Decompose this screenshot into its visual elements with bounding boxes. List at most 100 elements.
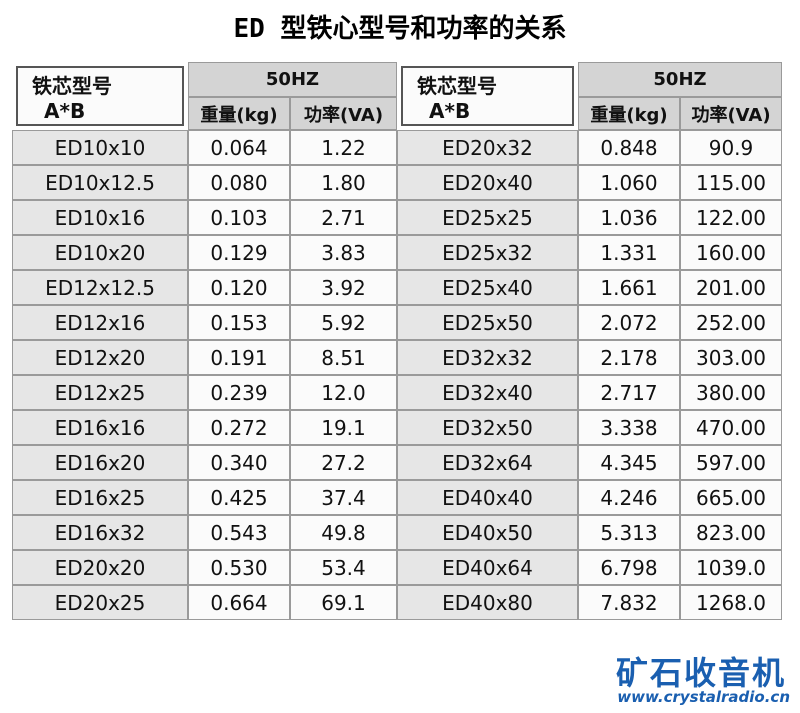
model-cell: ED10x12.5: [12, 165, 188, 200]
model-header-dims: A*B: [44, 98, 86, 123]
weight-cell: 0.239: [188, 375, 290, 410]
weight-cell: 0.664: [188, 585, 290, 620]
weight-cell: 0.103: [188, 200, 290, 235]
weight-cell: 3.338: [578, 410, 680, 445]
model-cell: ED20x20: [12, 550, 188, 585]
model-header: 铁芯型号 A*B: [16, 66, 184, 126]
power-cell: 1268.0: [680, 585, 782, 620]
power-cell: 160.00: [680, 235, 782, 270]
model-cell: ED10x20: [12, 235, 188, 270]
model-cell: ED16x20: [12, 445, 188, 480]
model-cell: ED10x10: [12, 130, 188, 165]
model-cell: ED20x32: [397, 130, 578, 165]
model-header-name: 铁芯型号: [32, 73, 112, 98]
weight-cell: 1.331: [578, 235, 680, 270]
model-cell: ED25x40: [397, 270, 578, 305]
weight-cell: 0.340: [188, 445, 290, 480]
model-cell: ED12x12.5: [12, 270, 188, 305]
weight-cell: 0.272: [188, 410, 290, 445]
power-cell: 3.83: [290, 235, 397, 270]
model-cell: ED40x64: [397, 550, 578, 585]
model-cell: ED32x50: [397, 410, 578, 445]
model-cell: ED40x50: [397, 515, 578, 550]
power-header: 功率(VA): [290, 97, 397, 130]
weight-cell: 2.178: [578, 340, 680, 375]
weight-cell: 0.543: [188, 515, 290, 550]
model-cell: ED25x25: [397, 200, 578, 235]
model-cell: ED12x16: [12, 305, 188, 340]
power-cell: 823.00: [680, 515, 782, 550]
title: ED 型铁心型号和功率的关系: [233, 14, 567, 44]
model-cell: ED40x80: [397, 585, 578, 620]
watermark-url: www.crystalradio.cn: [617, 688, 790, 706]
weight-header: 重量(kg): [188, 97, 290, 130]
power-header: 功率(VA): [680, 97, 782, 130]
model-cell: ED40x40: [397, 480, 578, 515]
weight-cell: 6.798: [578, 550, 680, 585]
model-cell: ED20x40: [397, 165, 578, 200]
power-cell: 303.00: [680, 340, 782, 375]
power-cell: 27.2: [290, 445, 397, 480]
model-cell: ED32x32: [397, 340, 578, 375]
weight-cell: 7.832: [578, 585, 680, 620]
power-cell: 53.4: [290, 550, 397, 585]
power-cell: 380.00: [680, 375, 782, 410]
weight-cell: 0.848: [578, 130, 680, 165]
weight-cell: 2.072: [578, 305, 680, 340]
model-cell: ED16x25: [12, 480, 188, 515]
model-cell: ED16x16: [12, 410, 188, 445]
weight-cell: 1.060: [578, 165, 680, 200]
weight-cell: 0.191: [188, 340, 290, 375]
weight-cell: 1.661: [578, 270, 680, 305]
power-cell: 470.00: [680, 410, 782, 445]
weight-cell: 0.120: [188, 270, 290, 305]
power-cell: 115.00: [680, 165, 782, 200]
model-cell: ED25x32: [397, 235, 578, 270]
weight-cell: 0.129: [188, 235, 290, 270]
power-cell: 597.00: [680, 445, 782, 480]
power-cell: 5.92: [290, 305, 397, 340]
power-cell: 90.9: [680, 130, 782, 165]
weight-cell: 4.345: [578, 445, 680, 480]
power-cell: 19.1: [290, 410, 397, 445]
weight-header: 重量(kg): [578, 97, 680, 130]
model-header: 铁芯型号 A*B: [401, 66, 574, 126]
model-header-name: 铁芯型号: [417, 73, 497, 98]
power-cell: 252.00: [680, 305, 782, 340]
freq-header: 50HZ: [578, 62, 782, 97]
model-cell: ED32x40: [397, 375, 578, 410]
power-cell: 37.4: [290, 480, 397, 515]
power-cell: 12.0: [290, 375, 397, 410]
weight-cell: 0.425: [188, 480, 290, 515]
power-cell: 122.00: [680, 200, 782, 235]
power-cell: 49.8: [290, 515, 397, 550]
weight-cell: 2.717: [578, 375, 680, 410]
model-cell: ED32x64: [397, 445, 578, 480]
weight-cell: 0.530: [188, 550, 290, 585]
power-cell: 201.00: [680, 270, 782, 305]
model-cell: ED16x32: [12, 515, 188, 550]
freq-header: 50HZ: [188, 62, 397, 97]
model-cell: ED20x25: [12, 585, 188, 620]
power-cell: 69.1: [290, 585, 397, 620]
power-cell: 1039.0: [680, 550, 782, 585]
weight-cell: 5.313: [578, 515, 680, 550]
weight-cell: 1.036: [578, 200, 680, 235]
weight-cell: 0.064: [188, 130, 290, 165]
model-cell: ED25x50: [397, 305, 578, 340]
model-cell: ED12x20: [12, 340, 188, 375]
power-cell: 1.22: [290, 130, 397, 165]
model-cell: ED10x16: [12, 200, 188, 235]
weight-cell: 4.246: [578, 480, 680, 515]
power-cell: 665.00: [680, 480, 782, 515]
power-cell: 3.92: [290, 270, 397, 305]
model-header-dims: A*B: [429, 98, 471, 123]
model-cell: ED12x25: [12, 375, 188, 410]
weight-cell: 0.153: [188, 305, 290, 340]
power-cell: 8.51: [290, 340, 397, 375]
weight-cell: 0.080: [188, 165, 290, 200]
watermark-brand: 矿石收音机: [615, 654, 786, 692]
power-cell: 2.71: [290, 200, 397, 235]
power-cell: 1.80: [290, 165, 397, 200]
